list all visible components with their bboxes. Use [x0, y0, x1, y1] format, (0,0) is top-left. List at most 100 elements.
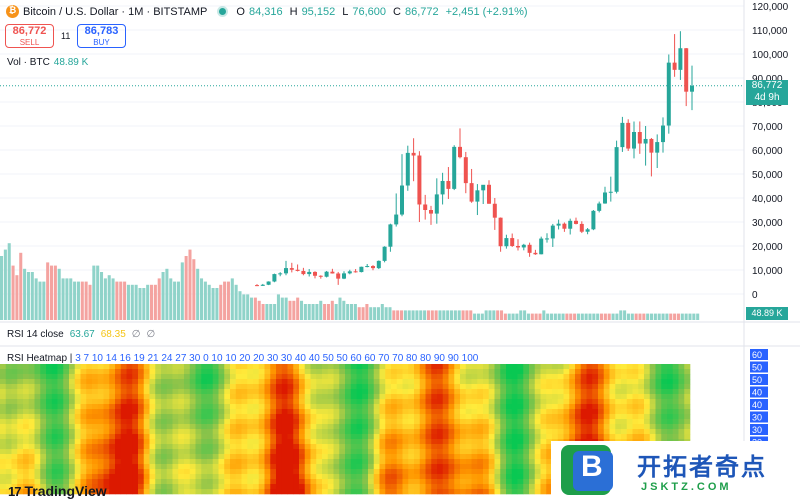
heatmap-cell — [414, 394, 421, 400]
heatmap-cell — [28, 399, 35, 405]
heatmap-cell — [368, 364, 375, 370]
heatmap-cell — [74, 379, 81, 385]
heatmap-cell — [523, 469, 530, 475]
heatmap-cell — [23, 459, 30, 465]
heatmap-cell — [189, 364, 196, 370]
heatmap-cell — [184, 374, 191, 380]
heatmap-cell — [391, 384, 398, 390]
heatmap-cell — [201, 444, 208, 450]
heatmap-cell — [373, 469, 380, 475]
heatmap-cell — [178, 464, 185, 470]
heatmap-cell — [161, 389, 168, 395]
heatmap-cell — [523, 454, 530, 460]
heatmap-cell — [655, 379, 662, 385]
heatmap-cell — [109, 459, 116, 465]
heatmap-cell — [655, 389, 662, 395]
heatmap-cell — [189, 429, 196, 435]
heatmap-cell — [506, 404, 513, 410]
heatmap-cell — [540, 414, 547, 420]
heatmap-cell — [264, 464, 271, 470]
heatmap-cell — [362, 414, 369, 420]
heatmap-cell — [391, 484, 398, 490]
heatmap-cell — [402, 419, 409, 425]
heatmap-cell — [189, 439, 196, 445]
heatmap-cell — [339, 389, 346, 395]
buy-button[interactable]: 86,783 BUY — [77, 24, 126, 48]
heatmap-cell — [80, 429, 87, 435]
heatmap-cell — [247, 374, 254, 380]
heatmap-cell — [230, 454, 237, 460]
candle-body — [423, 204, 428, 210]
heatmap-cell — [86, 489, 93, 495]
heatmap-cell — [0, 414, 7, 420]
rsi-legend[interactable]: RSI 14 close 63.67 68.35 ∅ ∅ — [7, 329, 155, 340]
heatmap-cell — [419, 419, 426, 425]
heatmap-cell — [207, 464, 214, 470]
heatmap-cell — [281, 404, 288, 410]
candle-body — [272, 274, 277, 282]
heatmap-cell — [454, 489, 461, 495]
heatmap-cell — [253, 484, 260, 490]
heatmap-cell — [0, 419, 7, 425]
heatmap-cell — [218, 369, 225, 375]
heatmap-cell — [431, 374, 438, 380]
heatmap-cell — [207, 489, 214, 495]
heatmap-cell — [11, 444, 18, 450]
heatmap-cell — [368, 369, 375, 375]
heatmap-cell — [339, 379, 346, 385]
volume-bar — [311, 304, 315, 320]
heatmap-cell — [345, 449, 352, 455]
heatmap-cell — [580, 364, 587, 370]
heatmap-cell — [586, 414, 593, 420]
heatmap-legend[interactable]: RSI Heatmap | 3 7 10 14 16 19 21 24 27 3… — [7, 353, 478, 364]
candle-body — [672, 62, 677, 70]
heatmap-cell — [230, 374, 237, 380]
volume-bar — [623, 310, 627, 320]
heatmap-cell — [402, 424, 409, 430]
heatmap-cell — [281, 369, 288, 375]
heatmap-cell — [207, 474, 214, 480]
candle-body — [417, 155, 422, 205]
symbol-legend[interactable]: ₿ Bitcoin / U.S. Dollar · 1M · BITSTAMP … — [6, 5, 531, 18]
heatmap-cell — [195, 439, 202, 445]
heatmap-cell — [155, 439, 162, 445]
heatmap-cell — [345, 444, 352, 450]
heatmap-cell — [454, 369, 461, 375]
heatmap-cell — [241, 404, 248, 410]
heatmap-cell — [402, 454, 409, 460]
heatmap-cell — [345, 464, 352, 470]
candle-body — [498, 217, 503, 247]
tradingview-logo[interactable]: 17 TradingView — [8, 483, 107, 499]
heatmap-cell — [172, 404, 179, 410]
volume-bar — [615, 313, 619, 320]
heatmap-cell — [448, 454, 455, 460]
heatmap-cell — [442, 464, 449, 470]
heatmap-cell — [356, 444, 363, 450]
heatmap-cell — [207, 424, 214, 430]
heatmap-cell — [241, 374, 248, 380]
heatmap-cell — [201, 369, 208, 375]
volume-legend[interactable]: Vol · BTC 48.89 K — [7, 57, 88, 68]
sell-button[interactable]: 86,772 SELL — [5, 24, 54, 48]
volume-bar — [157, 278, 161, 320]
heatmap-cell — [138, 434, 145, 440]
heatmap-cell — [40, 464, 47, 470]
heatmap-cell — [178, 469, 185, 475]
heatmap-cell — [57, 439, 64, 445]
heatmap-cell — [161, 374, 168, 380]
heatmap-cell — [126, 449, 133, 455]
heatmap-cell — [425, 414, 432, 420]
volume-bar — [384, 307, 388, 320]
volume-bar — [630, 313, 634, 320]
heat-scale-label: 50 — [752, 363, 762, 373]
heatmap-cell — [195, 389, 202, 395]
heatmap-cell — [638, 399, 645, 405]
heatmap-cell — [667, 399, 674, 405]
heatmap-cell — [287, 464, 294, 470]
heatmap-cell — [621, 404, 628, 410]
heatmap-cell — [362, 404, 369, 410]
heatmap-cell — [34, 449, 41, 455]
heatmap-cell — [523, 474, 530, 480]
heatmap-cell — [396, 409, 403, 415]
